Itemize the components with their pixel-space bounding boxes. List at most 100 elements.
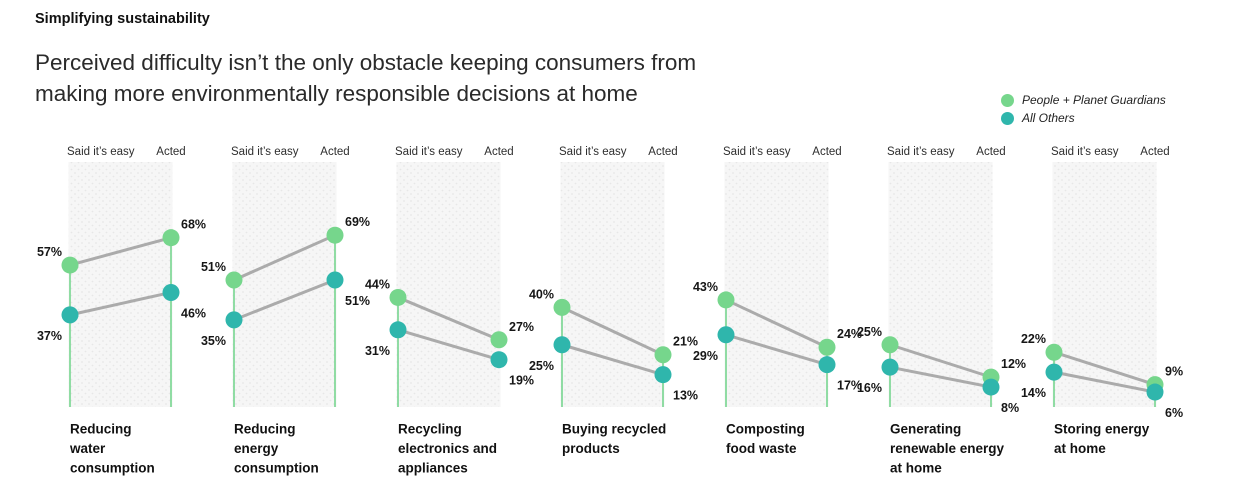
data-point-guardians-easy	[1045, 343, 1063, 361]
data-point-others-easy	[717, 326, 735, 344]
slope-line-others	[889, 365, 992, 389]
value-label-others-easy: 29%	[693, 349, 718, 363]
value-label-others-acted: 8%	[1001, 401, 1019, 415]
value-label-guardians-acted: 24%	[837, 327, 862, 341]
panel-label: Storing energy at home	[1054, 422, 1150, 457]
data-point-guardians-acted	[654, 346, 672, 364]
panel-label-line: at home	[890, 461, 942, 476]
value-label-guardians-easy: 25%	[857, 325, 882, 339]
slope-line-others	[233, 278, 336, 322]
panel-label-line: at home	[1054, 441, 1106, 456]
data-point-guardians-acted	[818, 338, 836, 356]
data-point-others-easy	[225, 311, 243, 329]
value-label-guardians-acted: 21%	[673, 335, 698, 349]
data-point-guardians-easy	[389, 288, 407, 306]
panel-label: Composting food waste	[726, 422, 805, 457]
panel-label: Buying recycled products	[562, 422, 666, 457]
value-label-others-easy: 31%	[365, 344, 390, 358]
column-header-said-easy: Said it’s easy	[723, 146, 791, 158]
data-point-others-easy	[881, 358, 899, 376]
slope-chart-canvas: Said it’s easy Acted 57% 37% 68% 46% Reducing w…	[37, 146, 1183, 476]
panel-label-line: electronics and	[398, 441, 497, 456]
value-label-guardians-acted: 27%	[509, 320, 534, 334]
panel-background	[888, 162, 993, 407]
panel-label-line: energy	[234, 441, 279, 456]
panel-label-line: Generating	[890, 422, 961, 437]
slope-line-guardians	[397, 296, 500, 342]
data-point-guardians-easy	[881, 336, 899, 354]
data-point-guardians-easy	[553, 298, 571, 316]
value-label-others-acted: 19%	[509, 374, 534, 388]
panel-label-line: Reducing	[70, 422, 132, 437]
column-header-acted: Acted	[976, 146, 1005, 158]
data-point-others-acted	[326, 271, 344, 289]
headline-line-2: making more environmentally responsible …	[35, 80, 638, 106]
headline-line-1: Perceived difficulty isn’t the only obst…	[35, 50, 697, 75]
panel-label-line: Reducing	[234, 422, 296, 437]
legend-label-others: All Others	[1022, 111, 1075, 125]
data-point-others-acted	[1146, 383, 1164, 401]
panel-4: Said it’s easy Acted 40% 25% 21% 13% Buying re…	[529, 146, 698, 456]
column-header-acted: Acted	[320, 146, 349, 158]
slope-line-others	[69, 290, 172, 317]
value-label-others-acted: 13%	[673, 389, 698, 403]
column-header-said-easy: Said it’s easy	[67, 146, 135, 158]
panel-background	[396, 162, 501, 407]
legend: People + Planet Guardians All Others	[1001, 91, 1166, 127]
panel-background	[232, 162, 337, 407]
slope-line-guardians	[725, 298, 828, 349]
legend-swatch-others-icon	[1001, 111, 1014, 125]
value-label-others-easy: 16%	[857, 381, 882, 395]
value-label-guardians-acted: 12%	[1001, 357, 1026, 371]
value-label-guardians-easy: 43%	[693, 280, 718, 294]
data-point-others-acted	[982, 378, 1000, 396]
panel-label-line: consumption	[70, 461, 155, 476]
panel-background	[68, 162, 173, 407]
value-label-others-acted: 6%	[1165, 406, 1183, 420]
panel-label-line: food waste	[726, 441, 797, 456]
panel-background	[724, 162, 829, 407]
slope-line-others	[1053, 370, 1156, 394]
value-label-others-acted: 51%	[345, 294, 370, 308]
value-label-guardians-easy: 57%	[37, 245, 62, 259]
data-point-others-acted	[490, 351, 508, 369]
data-point-others-easy	[61, 306, 79, 324]
panel-1: Said it’s easy Acted 57% 37% 68% 46% Reducing w…	[37, 146, 206, 476]
panel-5: Said it’s easy Acted 43% 29% 24% 17% Compostin…	[693, 146, 862, 456]
column-header-said-easy: Said it’s easy	[231, 146, 299, 158]
panel-label-line: Buying recycled	[562, 422, 666, 437]
legend-label-guardians: People + Planet Guardians	[1022, 93, 1166, 107]
data-point-others-easy	[553, 336, 571, 354]
data-point-guardians-acted	[162, 229, 180, 247]
panel-label-line: products	[562, 441, 620, 456]
panel-label-line: Storing energy	[1054, 422, 1150, 437]
panel-label-line: consumption	[234, 461, 319, 476]
column-header-said-easy: Said it’s easy	[1051, 146, 1119, 158]
slope-line-guardians	[69, 236, 172, 267]
slope-line-others	[561, 343, 664, 377]
column-header-said-easy: Said it’s easy	[395, 146, 463, 158]
value-label-guardians-easy: 51%	[201, 260, 226, 274]
column-header-acted: Acted	[648, 146, 677, 158]
page-title: Simplifying sustainability	[35, 11, 210, 27]
panel-background	[1052, 162, 1157, 407]
column-header-acted: Acted	[484, 146, 513, 158]
panel-6: Said it’s easy Acted 25% 16% 12% 8% Generating…	[857, 146, 1026, 476]
value-label-guardians-easy: 40%	[529, 287, 554, 301]
data-point-others-acted	[654, 366, 672, 384]
slope-line-others	[725, 333, 828, 367]
data-point-others-acted	[162, 283, 180, 301]
column-header-acted: Acted	[812, 146, 841, 158]
slope-line-guardians	[1053, 350, 1156, 387]
data-point-guardians-easy	[61, 256, 79, 274]
data-point-guardians-easy	[225, 271, 243, 289]
data-point-guardians-acted	[490, 331, 508, 349]
panel-label: Recycling electronics and appliances	[398, 422, 497, 476]
value-label-others-acted: 46%	[181, 306, 206, 320]
column-header-said-easy: Said it’s easy	[887, 146, 955, 158]
headline: Perceived difficulty isn’t the only obst…	[35, 48, 696, 109]
value-label-guardians-acted: 9%	[1165, 365, 1183, 379]
value-label-others-acted: 17%	[837, 379, 862, 393]
slope-line-guardians	[233, 233, 336, 282]
